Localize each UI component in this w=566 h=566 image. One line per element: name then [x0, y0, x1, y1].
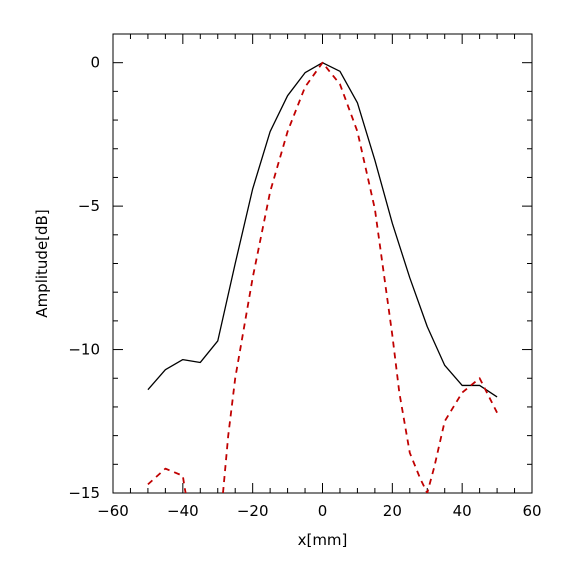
- y-tick-label: −5: [78, 197, 100, 215]
- dashed-series-line-segment-2: [222, 61, 498, 493]
- x-axis-ticks: −60 −40 −20 0 20 40 60: [97, 34, 542, 520]
- plot-border: [112, 33, 533, 494]
- y-tick-label: 0: [90, 54, 100, 72]
- dashed-series-line-segment-1: [147, 467, 187, 493]
- x-tick-label: 0: [318, 502, 328, 520]
- x-tick-label: −20: [237, 502, 269, 520]
- y-axis-label: Amplitude[dB]: [33, 209, 51, 317]
- x-tick-label: 40: [453, 502, 472, 520]
- x-tick-label: −40: [167, 502, 199, 520]
- x-tick-label: −60: [97, 502, 129, 520]
- x-tick-label: 60: [522, 502, 541, 520]
- y-axis-ticks: 0 −5 −10 −15: [68, 33, 532, 502]
- x-axis-label: x[mm]: [298, 531, 348, 549]
- x-tick-label: 20: [383, 502, 402, 520]
- plot-frame: [112, 33, 533, 494]
- y-tick-label: −10: [68, 341, 100, 359]
- y-tick-label: −15: [68, 484, 100, 502]
- solid-series-line: [147, 62, 498, 398]
- series-layer: [147, 61, 498, 493]
